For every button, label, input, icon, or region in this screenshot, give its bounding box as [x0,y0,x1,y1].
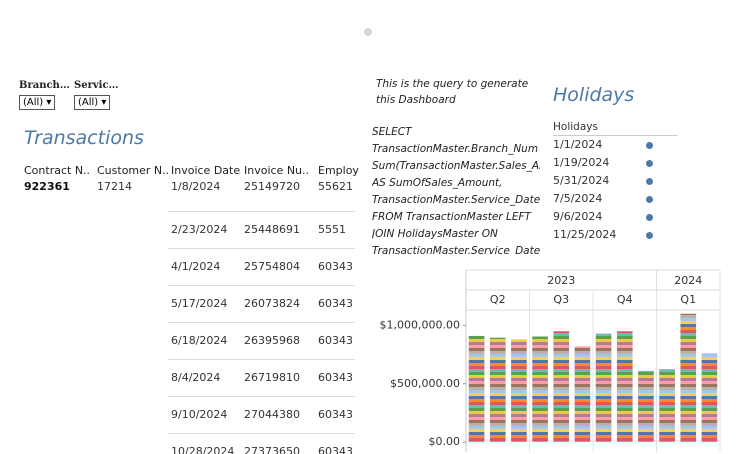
filter-label: Servic… [74,80,119,91]
quarter-label: Q1 [680,293,696,306]
bar [595,333,612,443]
bar [616,331,633,443]
y-tick-label: $1,000,000.00 [380,318,460,331]
table-cell: 25149720 [244,180,300,193]
table-cell: 8/4/2024 [171,371,221,384]
holidays-header: Holidays [553,121,598,133]
bar [680,313,697,443]
table-cell: 5/17/2024 [171,297,228,310]
bar [468,335,485,443]
table-cell: 60343 [318,297,353,310]
holiday-date: 1/1/2024 [553,138,603,151]
table-cell: 26719810 [244,371,300,384]
row-separator [168,285,355,286]
filter-dropdown[interactable]: (All) ▾ [74,95,111,110]
row-separator [168,322,355,323]
query-line: TransactionMaster.Service_Date [372,245,540,254]
holiday-dot [646,178,653,185]
table-cell: 9/10/2024 [171,408,228,421]
table-cell: 1/8/2024 [171,180,221,193]
y-tick-label: $500,000.00 [390,377,460,390]
table-cell: 60343 [318,260,353,273]
table-cell: 26395968 [244,334,300,347]
table-cell: 60343 [318,371,353,384]
table-cell: 10/28/2024 [171,445,235,454]
table-cell: 26073824 [244,297,300,310]
bar [701,353,718,443]
query-box: This is the query to generate this Dashbo… [372,78,540,254]
filter-dropdown[interactable]: (All) ▾ [19,95,56,110]
query-line: TransactionMaster.Service_Date [372,194,540,206]
row-separator [168,396,355,397]
dropdown-value: (All) [78,97,99,108]
holidays-title: Holidays [553,84,635,106]
query-intro: This is the query to generate [376,78,529,90]
bar [489,337,506,443]
filter-label: Branch… [19,80,70,91]
dropdown-arrow: ▾ [98,97,107,108]
query-intro: this Dashboard [376,94,456,106]
table-cell: 25754804 [244,260,300,273]
table-cell: 17214 [97,180,132,193]
table-cell: 27044380 [244,408,300,421]
holiday-dot [646,196,653,203]
query-line: FROM TransactionMaster LEFT [372,211,531,223]
row-separator [168,359,355,360]
table-cell: 2/23/2024 [171,223,228,236]
bar [659,369,675,443]
row-separator [168,211,355,212]
y-tick-label: $0.00 [429,435,461,448]
holiday-date: 5/31/2024 [553,174,610,187]
column-header: Contract N.. [24,164,91,177]
table-cell: 60343 [318,445,353,454]
bar [553,331,570,443]
transactions-title: Transactions [24,127,144,149]
quarter-label: Q2 [490,293,506,306]
table-cell: 25448691 [244,223,300,236]
bar [574,346,591,443]
year-label: 2023 [547,274,575,287]
quarter-label: Q3 [553,293,569,306]
holiday-date: 7/5/2024 [553,192,603,205]
query-line: TransactionMaster.Branch_Num [372,143,539,155]
column-header: Employ [318,164,359,177]
holiday-date: 9/6/2024 [553,210,603,223]
query-line: Sum(TransactionMaster.Sales_Amount) [372,160,540,172]
query-line: JOIN HolidaysMaster ON [372,228,498,240]
dropdown-value: (All) [23,97,44,108]
query-line: SELECT [372,126,412,138]
table-cell: 5551 [318,223,346,236]
table-cell: 55621 [318,180,353,193]
column-header: Customer N.. [97,164,170,177]
table-cell: 27373650 [244,445,300,454]
table-cell: 6/18/2024 [171,334,228,347]
year-label: 2024 [674,274,702,287]
table-cell: 60343 [318,408,353,421]
quarter-label: Q4 [617,293,633,306]
page-dot[interactable] [364,28,372,36]
table-cell: 4/1/2024 [171,260,221,273]
bar [511,339,527,443]
holiday-date: 1/19/2024 [553,156,610,169]
holiday-dot [646,232,653,239]
holiday-dot [646,160,653,167]
holiday-dot [646,142,653,149]
header-rule [553,135,678,136]
column-header: Invoice Date [171,164,241,177]
holiday-date: 11/25/2024 [553,228,617,241]
dropdown-arrow: ▾ [43,97,52,108]
bar [532,336,548,443]
query-line: AS SumOfSales_Amount, [372,177,503,189]
column-header: Invoice Nu.. [244,164,310,177]
table-cell: 60343 [318,334,353,347]
row-separator [168,248,355,249]
row-separator [168,433,355,434]
table-cell: 922361 [24,180,70,193]
holiday-dot [646,214,653,221]
bar [638,370,654,443]
